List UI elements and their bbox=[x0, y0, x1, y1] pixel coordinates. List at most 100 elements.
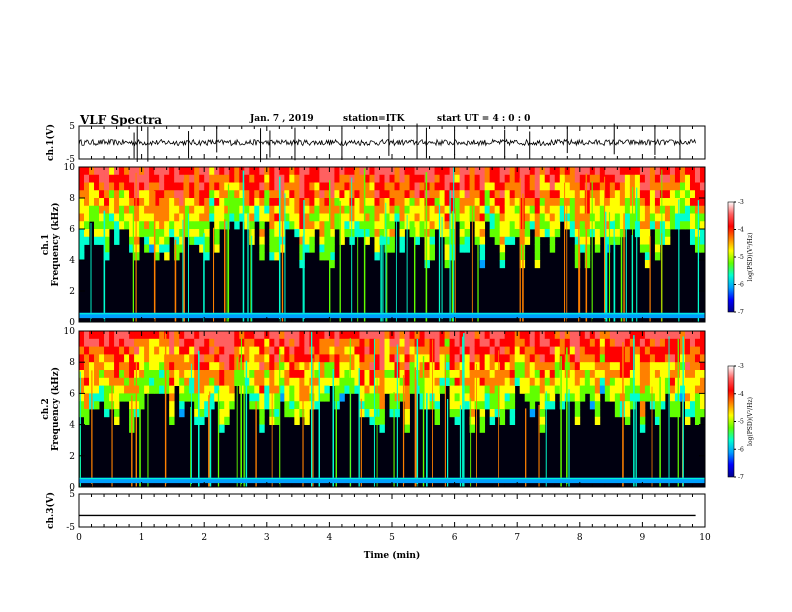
spectrogram-cell bbox=[149, 370, 155, 379]
spectrogram-cell bbox=[319, 229, 325, 238]
spectrogram-cell bbox=[574, 401, 581, 410]
spectrogram-cell bbox=[219, 213, 225, 222]
spectrogram-cell bbox=[479, 377, 486, 386]
spectrogram-cell bbox=[574, 346, 581, 355]
spectrogram-cell bbox=[474, 362, 481, 371]
spectrogram-cell bbox=[444, 346, 450, 355]
spectrogram-cell bbox=[194, 346, 200, 355]
spectrogram-cell bbox=[509, 377, 516, 386]
spectrogram-cell bbox=[474, 205, 481, 214]
spectrogram-cell bbox=[229, 393, 235, 402]
spectrogram-cell bbox=[224, 401, 230, 410]
spectrogram-cell bbox=[234, 190, 240, 199]
spectrogram-cell bbox=[314, 167, 320, 176]
spectrogram-cell bbox=[684, 416, 691, 425]
spectrogram-cell bbox=[694, 416, 701, 425]
spectrogram-cell bbox=[519, 385, 526, 394]
spectrogram-cell bbox=[574, 377, 581, 386]
spectrogram-cell bbox=[294, 409, 300, 418]
spectrogram-cell bbox=[404, 205, 410, 214]
spectrogram-cell bbox=[369, 393, 375, 402]
spectrogram-cell bbox=[124, 370, 130, 379]
spectrogram-cell bbox=[154, 362, 160, 371]
spectrogram-cell bbox=[104, 167, 110, 176]
spectrogram-cell bbox=[694, 401, 701, 410]
spectrogram-cell bbox=[194, 409, 200, 418]
spectrogram-cell bbox=[294, 182, 300, 191]
spectrogram-cell bbox=[444, 260, 450, 269]
y-tick-label: 10 bbox=[64, 327, 76, 337]
spectrogram-cell bbox=[549, 236, 556, 245]
spectrogram-cell bbox=[484, 190, 491, 199]
spectrogram-cell bbox=[284, 167, 290, 176]
spectrogram-cell bbox=[314, 346, 320, 355]
spectrogram-cell bbox=[534, 229, 541, 238]
spectrogram-cell bbox=[639, 385, 646, 394]
spectrogram-cell bbox=[379, 346, 385, 355]
spectrogram-cell bbox=[404, 424, 410, 433]
spectrogram-cell bbox=[534, 370, 541, 379]
spectrogram-cell bbox=[439, 182, 445, 191]
spectrogram-cell bbox=[494, 167, 501, 176]
spectrogram-cell bbox=[399, 377, 405, 386]
spectrogram-cell bbox=[164, 190, 170, 199]
spectrogram-cell bbox=[694, 213, 701, 222]
spectrogram-cell bbox=[144, 354, 150, 363]
spectrogram-cell bbox=[254, 331, 260, 340]
spectrogram-cell bbox=[554, 198, 561, 207]
spectrogram-cell bbox=[454, 205, 461, 214]
spectrogram-cell bbox=[579, 362, 586, 371]
spectrogram-cell bbox=[199, 409, 205, 418]
spectrogram-cell bbox=[194, 377, 200, 386]
spectrogram-cell bbox=[629, 370, 636, 379]
spectrogram-cell bbox=[474, 213, 481, 222]
spectrogram-cell bbox=[389, 370, 395, 379]
spectrogram-cell bbox=[629, 393, 636, 402]
spectrogram-cell bbox=[544, 182, 551, 191]
spectrogram-cell bbox=[654, 244, 661, 253]
spectrogram-cell bbox=[79, 409, 85, 418]
spectrogram-cell bbox=[619, 205, 626, 214]
spectrogram-cell bbox=[134, 252, 140, 261]
spectrogram-cell bbox=[589, 377, 596, 386]
spectrogram-cell bbox=[574, 198, 581, 207]
spectrogram-cell bbox=[289, 221, 295, 230]
spectrogram-cell bbox=[584, 377, 591, 386]
spectrogram-cell bbox=[504, 190, 511, 199]
spectrogram-cell bbox=[179, 236, 185, 245]
spectrogram-cell bbox=[584, 252, 591, 261]
colorbar-tick-label: -3 bbox=[738, 199, 744, 206]
spectrogram-cell bbox=[199, 370, 205, 379]
spectrogram-cell bbox=[404, 401, 410, 410]
spectrogram-cell bbox=[604, 198, 611, 207]
spectrogram-cell bbox=[429, 167, 435, 176]
spectrogram-cell bbox=[699, 401, 706, 410]
spectrogram-cell bbox=[629, 331, 636, 340]
spectrogram-cell bbox=[149, 385, 155, 394]
spectrogram-cell bbox=[494, 377, 501, 386]
spectrogram-cell bbox=[434, 409, 440, 418]
spectrogram-cell bbox=[389, 174, 395, 183]
spectrogram-cell bbox=[574, 213, 581, 222]
spectrogram-cell bbox=[79, 198, 85, 207]
spectrogram-cell bbox=[189, 198, 195, 207]
spectrogram-cell bbox=[424, 190, 430, 199]
spectrogram-cell bbox=[634, 167, 641, 176]
spectrogram-cell bbox=[419, 354, 425, 363]
spectrogram-cell bbox=[619, 331, 626, 340]
spectrogram-cell bbox=[449, 167, 455, 176]
spectrogram-cell bbox=[294, 385, 300, 394]
spectrogram-cell bbox=[499, 167, 506, 176]
spectrogram-cell bbox=[364, 213, 370, 222]
spectrogram-cell bbox=[274, 401, 280, 410]
spectrogram-cell bbox=[594, 346, 601, 355]
spectrogram-cell bbox=[534, 174, 541, 183]
spectrogram-cell bbox=[104, 362, 110, 371]
spectrogram-cell bbox=[139, 362, 145, 371]
spectrogram-cell bbox=[84, 362, 90, 371]
spectrogram-cell bbox=[139, 221, 145, 230]
spectrogram-cell bbox=[254, 354, 260, 363]
spectrogram-cell bbox=[284, 362, 290, 371]
spectrogram-cell bbox=[239, 190, 245, 199]
spectrogram-cell bbox=[534, 385, 541, 394]
